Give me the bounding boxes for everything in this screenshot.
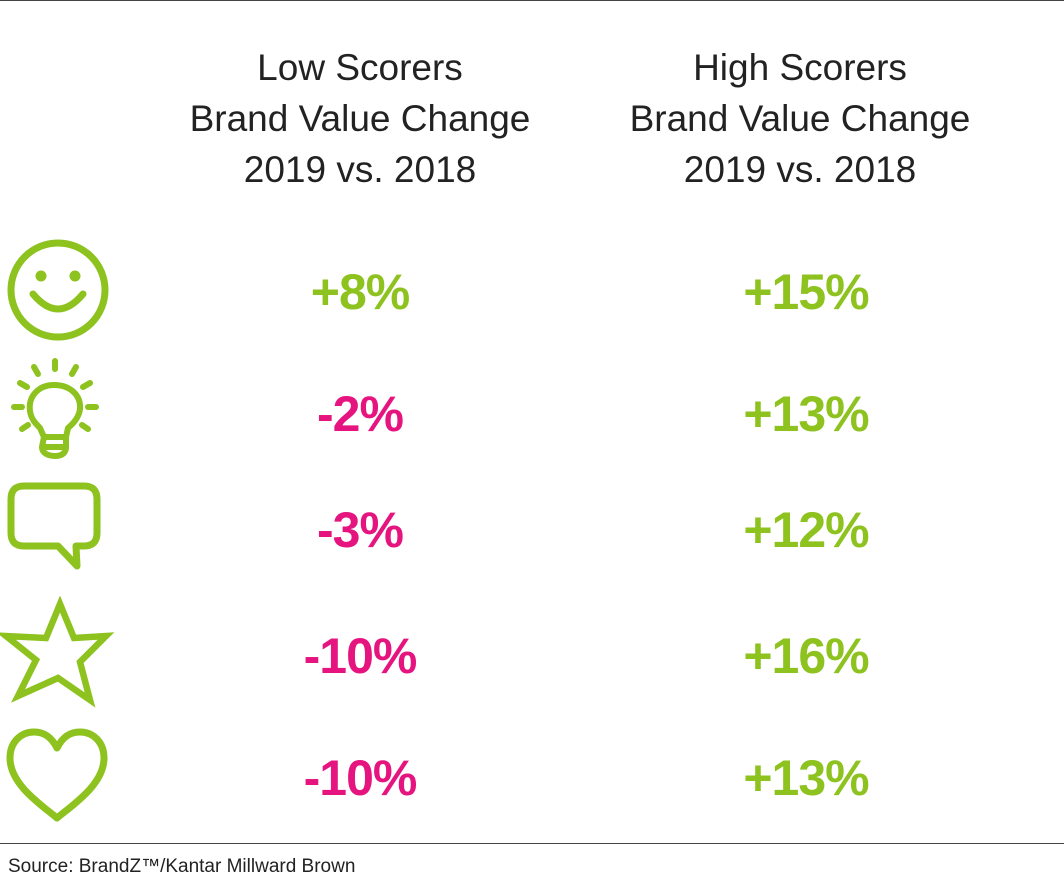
low-value-row-3: -3% — [317, 502, 404, 558]
top-rule — [0, 0, 1064, 1]
high-value-row-3: +12% — [743, 502, 869, 558]
high-value-row-4: +16% — [743, 628, 869, 684]
high-value-row-5: +13% — [743, 750, 869, 806]
speech-bubble-icon — [0, 478, 116, 574]
source-note: Source: BrandZ™/Kantar Millward Brown — [8, 856, 356, 877]
low-value-row-2: -2% — [317, 386, 404, 442]
lightbulb-icon — [0, 355, 116, 465]
high-header-line-1: High Scorers — [693, 47, 907, 88]
low-header-line-1: Low Scorers — [257, 47, 463, 88]
bottom-rule — [0, 843, 1064, 844]
smiley-icon — [0, 232, 116, 348]
low-header-line-2: Brand Value Change — [189, 98, 531, 139]
high-scorers-header: High Scorers Brand Value Change 2019 vs.… — [580, 42, 1020, 195]
high-header-line-3: 2019 vs. 2018 — [683, 149, 917, 190]
low-value-row-5: -10% — [303, 750, 418, 806]
star-icon — [0, 596, 116, 708]
low-value-row-1: +8% — [310, 264, 410, 320]
low-value-row-4: -10% — [303, 628, 418, 684]
low-scorers-header: Low Scorers Brand Value Change 2019 vs. … — [140, 42, 580, 195]
heart-icon — [0, 724, 116, 824]
low-header-line-3: 2019 vs. 2018 — [243, 149, 477, 190]
high-header-line-2: Brand Value Change — [629, 98, 971, 139]
high-value-row-2: +13% — [743, 386, 869, 442]
high-value-row-1: +15% — [743, 264, 869, 320]
